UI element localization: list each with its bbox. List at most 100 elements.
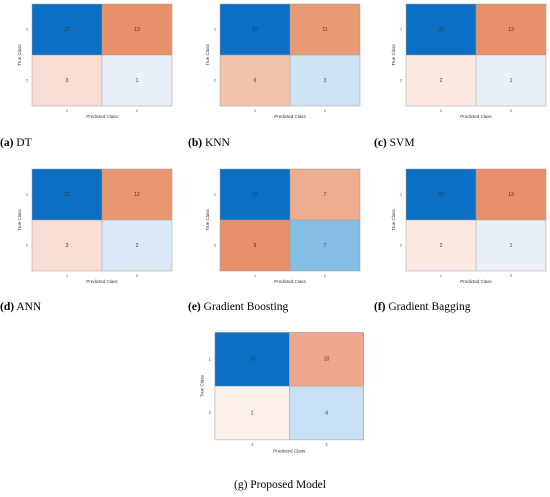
cell-value-r1-c1: 24 — [249, 357, 255, 363]
caption-g: (g) Proposed Model — [187, 479, 373, 495]
cell-value-r2-c1: 2 — [440, 243, 443, 249]
cell-r1-c2 — [290, 4, 360, 55]
cell-r2-c2 — [289, 386, 364, 440]
panel-c: 23 13 2 1 1 2 1 2 Predicted Class True Class (c) … — [374, 0, 550, 150]
y-tick-label: 2 — [26, 78, 29, 83]
caption-e: (e) Gradient Boosting — [188, 301, 368, 317]
y-tick-label: 1 — [209, 356, 212, 361]
cell-r1-c1 — [406, 4, 476, 55]
heatmap-g: 24 10 1 4 1 2 1 2 Predicted Class True Class — [200, 332, 364, 453]
cell-r2-c1 — [220, 55, 290, 106]
x-tick-label: 1 — [66, 273, 69, 278]
heatmap-a: 22 13 3 1 1 2 1 2 Predicted Class True Class — [17, 3, 173, 119]
caption-e-text: Gradient Boosting — [203, 301, 289, 313]
x-axis-label: Predicted Class — [86, 114, 118, 119]
caption-e-label: (e) — [188, 301, 201, 313]
cell-value-r1-c1: 23 — [438, 27, 444, 33]
caption-a: (a) DT — [0, 137, 180, 153]
panel-d: 22 12 3 2 1 2 1 2 Predicted Class True Class (d) … — [0, 165, 180, 315]
caption-a-text: DT — [16, 137, 32, 149]
x-axis-label: Predicted Class — [460, 114, 492, 119]
cell-r1-c2 — [102, 4, 172, 55]
caption-f: (f) Gradient Bagging — [374, 301, 550, 317]
cell-r1-c2 — [476, 169, 546, 220]
y-axis-label: True Class — [17, 208, 22, 230]
cell-value-r2-c2: 2 — [136, 243, 139, 249]
x-tick-label: 1 — [251, 442, 254, 447]
x-axis-label: Predicted Class — [460, 279, 492, 284]
cell-r2-c1 — [406, 220, 476, 271]
cell-r1-c1 — [220, 169, 290, 220]
cell-value-r1-c2: 10 — [324, 357, 330, 363]
cell-r2-c2 — [290, 55, 360, 106]
y-axis-label: True Class — [391, 43, 396, 65]
caption-c: (c) SVM — [374, 137, 550, 153]
y-tick-label: 1 — [26, 27, 29, 32]
cell-value-r1-c1: 23 — [438, 192, 444, 198]
cell-value-r1-c1: 16 — [252, 192, 258, 198]
cell-r2-c2 — [102, 55, 172, 106]
cell-r1-c1 — [406, 169, 476, 220]
caption-c-text: SVM — [389, 137, 415, 149]
x-tick-label: 2 — [136, 273, 139, 278]
cell-value-r2-c2: 1 — [510, 243, 513, 249]
cell-value-r1-c1: 22 — [64, 27, 70, 33]
caption-b: (b) KNN — [188, 137, 368, 153]
heatmap-b: 19 11 6 3 1 2 1 2 Predicted Class True Class — [205, 3, 361, 119]
y-tick-label: 1 — [214, 27, 217, 32]
cell-value-r2-c2: 7 — [324, 243, 327, 249]
x-tick-label: 2 — [324, 273, 327, 278]
cell-value-r2-c1: 2 — [440, 78, 443, 84]
x-axis-label: Predicted Class — [86, 279, 118, 284]
y-tick-label: 2 — [214, 243, 217, 248]
cell-value-r1-c2: 11 — [322, 27, 327, 33]
panel-e: 16 7 9 7 1 2 1 2 Predicted Class True Class (e) G… — [188, 165, 368, 315]
cell-value-r2-c1: 3 — [66, 78, 69, 84]
caption-d: (d) ANN — [0, 301, 180, 317]
x-tick-label: 1 — [254, 108, 257, 113]
cell-value-r2-c1: 6 — [254, 78, 257, 84]
cell-value-r1-c1: 19 — [252, 27, 258, 33]
caption-f-label: (f) — [374, 301, 386, 313]
y-tick-label: 2 — [209, 410, 212, 415]
cell-r2-c1 — [32, 220, 102, 271]
cell-r1-c1 — [32, 4, 102, 55]
x-tick-label: 1 — [254, 273, 257, 278]
cell-value-r1-c1: 22 — [64, 192, 70, 198]
cell-r2-c2 — [476, 55, 546, 106]
cell-r1-c1 — [214, 332, 290, 387]
cell-value-r1-c2: 12 — [134, 192, 140, 198]
caption-c-label: (c) — [374, 137, 387, 149]
cell-r1-c2 — [476, 4, 546, 55]
caption-b-label: (b) — [188, 137, 203, 149]
y-tick-label: 1 — [400, 27, 403, 32]
cell-r1-c2 — [290, 169, 360, 220]
panel-b: 19 11 6 3 1 2 1 2 Predicted Class True Class (b) … — [188, 0, 368, 150]
x-tick-label: 1 — [440, 108, 443, 113]
cell-r1-c1 — [220, 4, 290, 55]
x-axis-label: Predicted Class — [274, 114, 306, 119]
x-tick-label: 2 — [136, 108, 139, 113]
y-axis-label: True Class — [391, 208, 396, 230]
cell-value-r1-c2: 13 — [508, 192, 514, 198]
caption-g-label: (g) — [233, 479, 248, 491]
cell-r1-c1 — [32, 169, 102, 220]
y-tick-label: 2 — [214, 78, 217, 83]
x-tick-label: 2 — [510, 273, 513, 278]
cell-value-r2-c2: 1 — [510, 78, 513, 84]
cell-r2-c2 — [290, 220, 360, 271]
x-axis-label: Predicted Class — [273, 448, 306, 453]
x-tick-label: 1 — [440, 273, 443, 278]
cell-value-r1-c2: 7 — [324, 192, 327, 198]
x-tick-label: 2 — [325, 442, 328, 447]
cell-value-r2-c1: 3 — [66, 243, 69, 249]
cell-value-r2-c2: 4 — [325, 410, 328, 416]
caption-d-label: (d) — [0, 301, 15, 313]
heatmap-f: 23 13 2 1 1 2 1 2 Predicted Class True Class — [391, 168, 547, 284]
panel-f: 23 13 2 1 1 2 1 2 Predicted Class True Class (f) … — [374, 165, 550, 315]
cell-value-r2-c1: 9 — [254, 243, 257, 249]
cell-r1-c2 — [289, 332, 364, 387]
cell-r2-c2 — [476, 220, 546, 271]
caption-g-text: Proposed Model — [250, 479, 326, 491]
x-tick-label: 1 — [66, 108, 69, 113]
